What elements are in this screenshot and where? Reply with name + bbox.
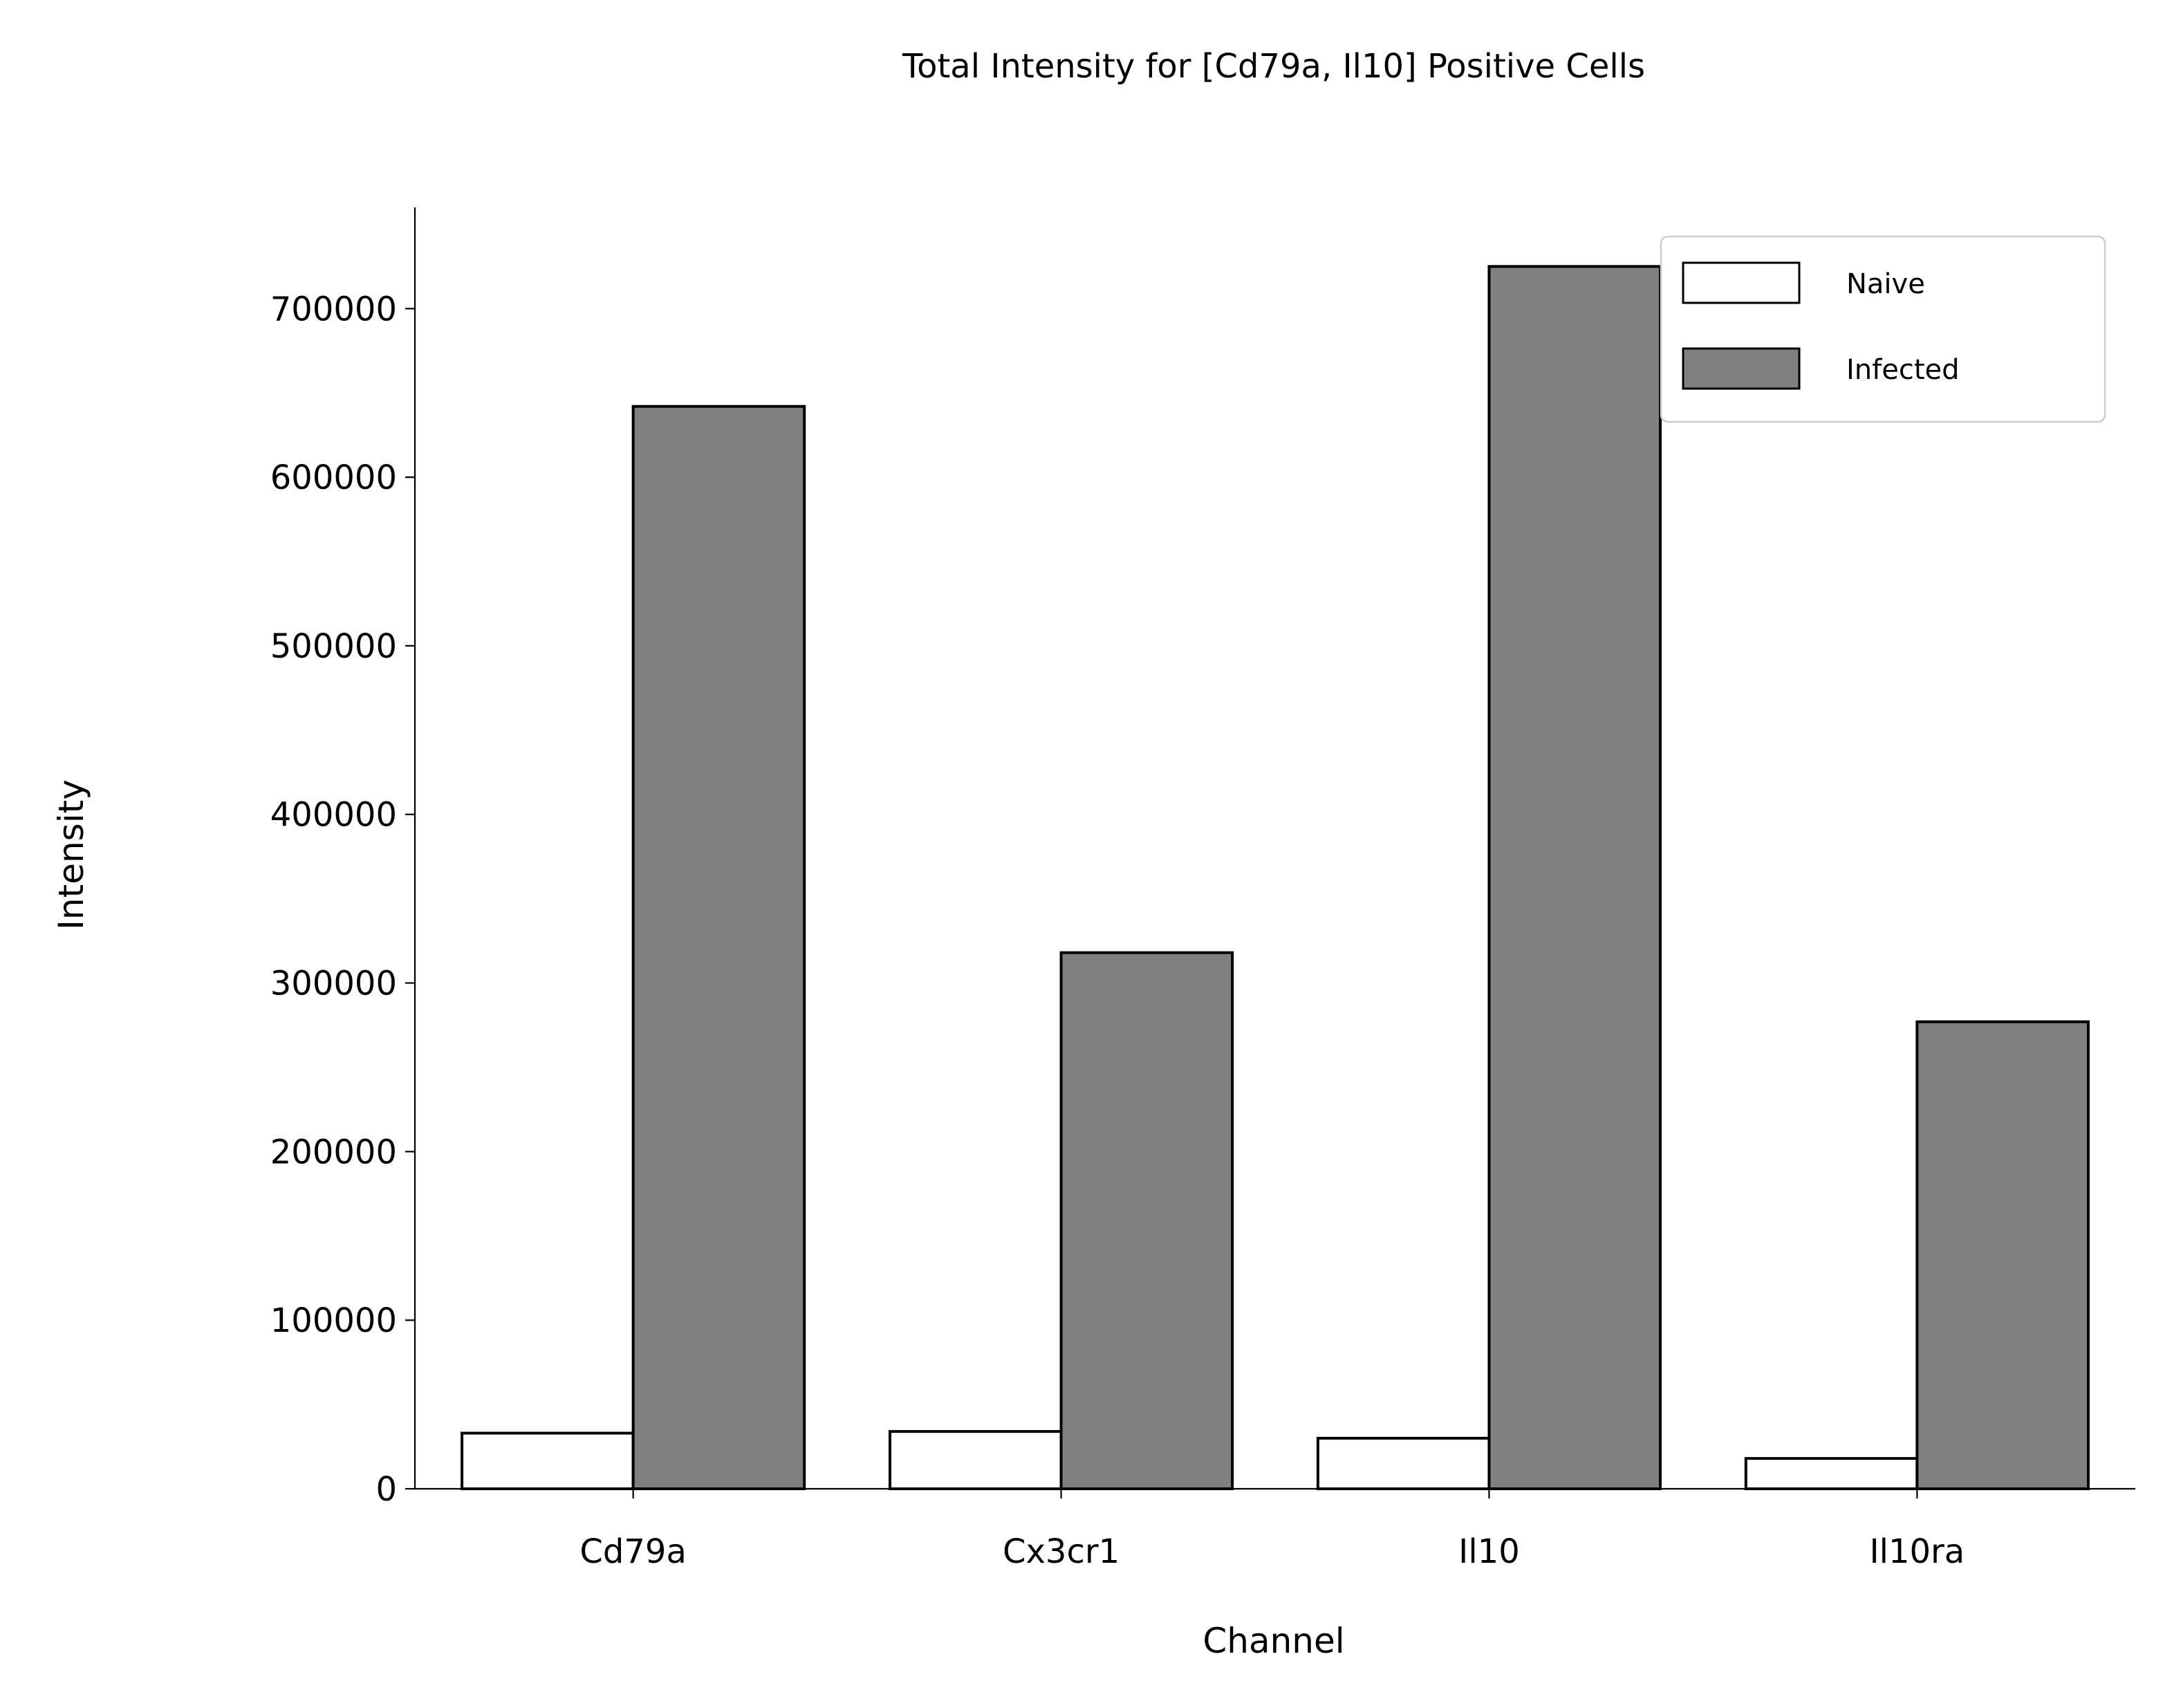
bar-infected-il10 — [1487, 265, 1662, 1490]
y-tick-label: 500000 — [270, 627, 397, 666]
bar-infected-cx3cr1 — [1059, 951, 1234, 1490]
legend-swatch-naive — [1682, 261, 1801, 304]
bar-naive-il10ra — [1744, 1457, 1919, 1490]
x-tick-label-cx3cr1: Cx3cr1 — [1003, 1532, 1120, 1571]
x-tick-label-cd79a: Cd79a — [579, 1532, 686, 1571]
bar-naive-cx3cr1 — [888, 1430, 1063, 1490]
y-tick-label: 0 — [375, 1470, 397, 1509]
bar-infected-cd79a — [631, 405, 806, 1490]
y-tick-label: 400000 — [270, 796, 397, 835]
bar-naive-cd79a — [461, 1431, 635, 1490]
y-tick-label: 700000 — [270, 290, 397, 328]
y-tick-label: 100000 — [270, 1301, 397, 1340]
bar-infected-il10ra — [1915, 1020, 2090, 1490]
legend-label-naive: Naive — [1846, 268, 1925, 300]
bars-group — [461, 265, 2090, 1490]
legend: Naive Infected — [1660, 235, 2106, 423]
x-axis-label: Channel — [1203, 1621, 1344, 1661]
chart-title: Total Intensity for [Cd79a, Il10] Positi… — [902, 47, 1645, 86]
x-tick-label-il10ra: Il10ra — [1869, 1532, 1965, 1571]
legend-label-infected: Infected — [1846, 354, 1960, 386]
x-tick-label-il10: Il10 — [1458, 1532, 1520, 1571]
y-ticks-group: 0 100000 200000 300000 400000 500000 600000 700… — [270, 290, 415, 1509]
y-tick-label: 300000 — [270, 965, 397, 1003]
y-tick-label: 600000 — [270, 458, 397, 497]
y-axis-label: Intensity — [51, 779, 91, 930]
legend-swatch-infected — [1682, 347, 1801, 390]
bar-naive-il10 — [1316, 1436, 1491, 1490]
y-tick-label: 200000 — [270, 1133, 397, 1171]
x-ticks-group: Cd79a Cx3cr1 Il10 Il10ra — [579, 1489, 1965, 1571]
